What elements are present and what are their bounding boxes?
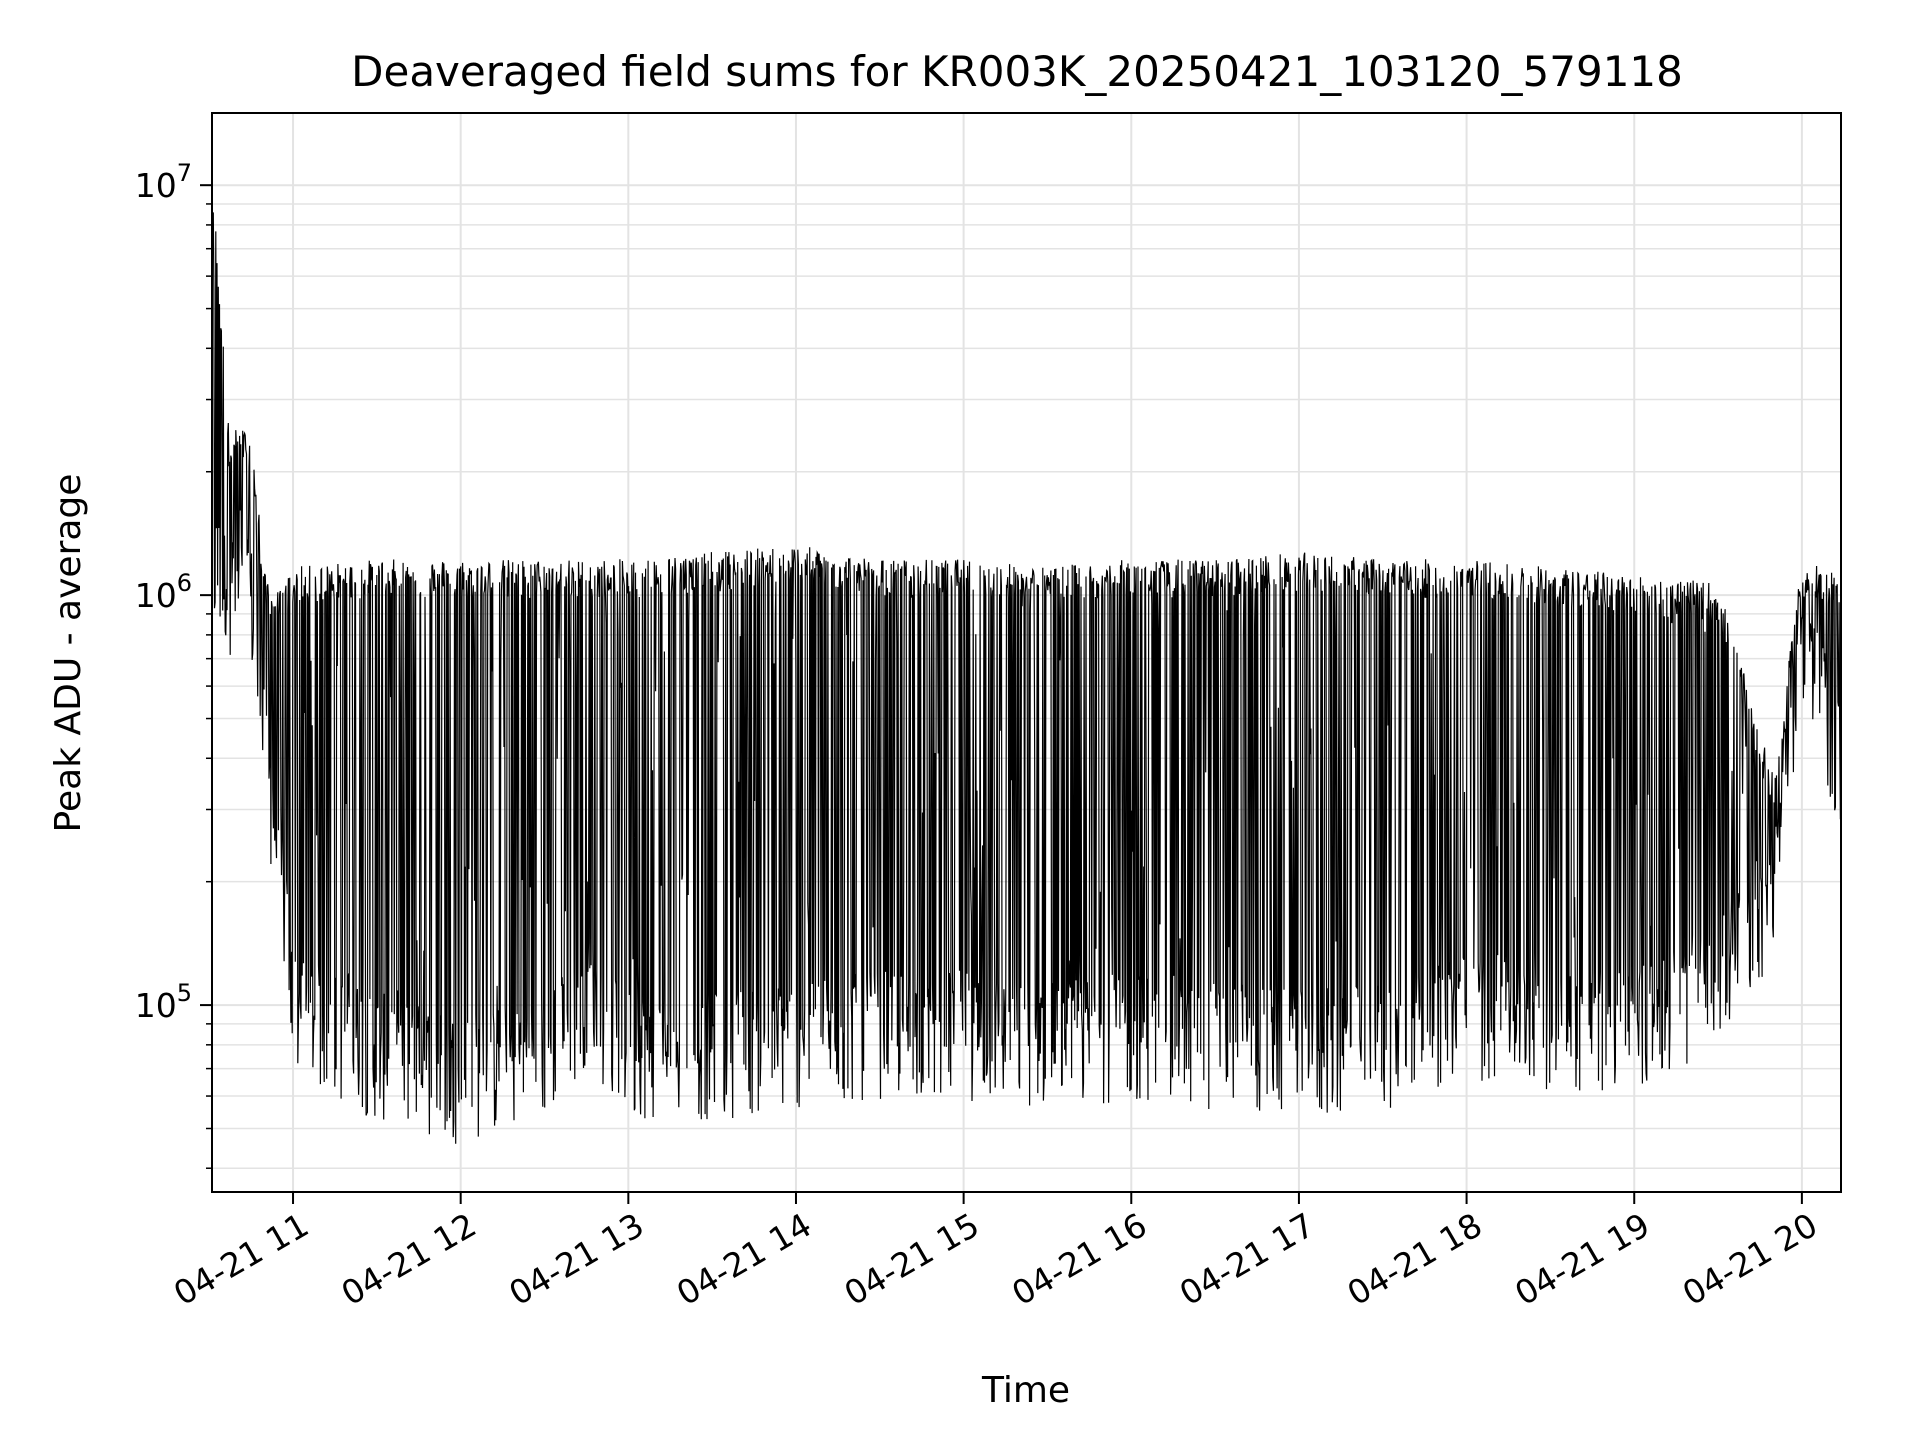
series-path [211, 212, 1842, 1144]
y-tick-base: 10 [135, 576, 177, 615]
y-tick-exponent: 6 [177, 569, 192, 597]
x-tick-label: 04-21 13 [502, 1205, 650, 1313]
y-tick-label: 107 [135, 159, 192, 205]
x-axis: 04-21 11 04-21 12 04-21 13 04-21 14 04-21 15… [167, 1192, 1824, 1313]
x-tick-label: 04-21 20 [1676, 1205, 1824, 1313]
y-tick-label: 105 [135, 979, 192, 1025]
x-tick-label: 04-21 18 [1341, 1205, 1489, 1313]
y-tick-base: 10 [135, 986, 177, 1025]
x-axis-label: Time [981, 1370, 1070, 1411]
x-tick-label: 04-21 16 [1005, 1205, 1153, 1313]
y-tick-exponent: 7 [177, 159, 192, 187]
y-tick-exponent: 5 [177, 979, 192, 1007]
x-tick-label: 04-21 14 [670, 1205, 818, 1313]
chart-title: Deaveraged field sums for KR003K_2025042… [351, 47, 1683, 96]
y-axis-label: Peak ADU - average [48, 474, 89, 833]
x-tick-label: 04-21 15 [838, 1205, 986, 1313]
y-tick-base: 10 [135, 166, 177, 205]
x-tick-label: 04-21 12 [335, 1205, 483, 1313]
y-tick-label: 106 [135, 569, 192, 615]
x-tick-label: 04-21 17 [1173, 1205, 1321, 1313]
series-line [211, 212, 1842, 1144]
x-tick-label: 04-21 19 [1508, 1205, 1656, 1313]
x-tick-label: 04-21 11 [167, 1205, 315, 1313]
plot-frame [211, 112, 1842, 1193]
